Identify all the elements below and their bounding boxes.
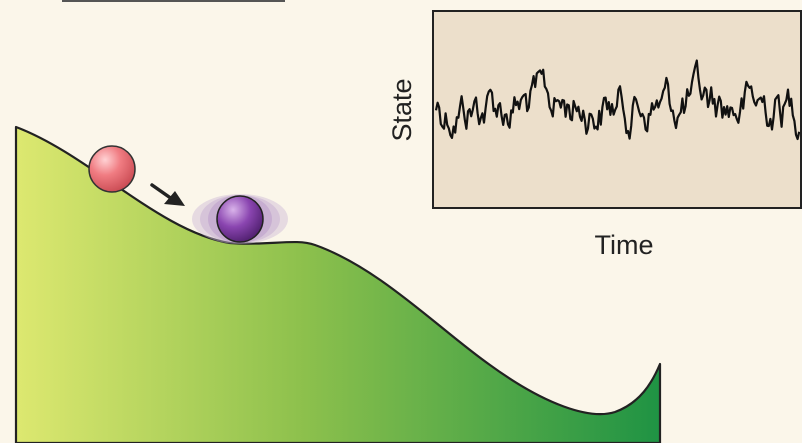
settled-ball [192,194,288,244]
inset-plot: State Time [387,10,802,260]
energy-landscape-hill [14,125,662,443]
arrow-icon [150,183,185,206]
inset-plot-frame [432,10,802,209]
state-trace-line [434,59,800,141]
x-axis-label: Time [595,230,654,260]
falling-ball [88,145,136,193]
y-axis-label: State [387,78,417,141]
